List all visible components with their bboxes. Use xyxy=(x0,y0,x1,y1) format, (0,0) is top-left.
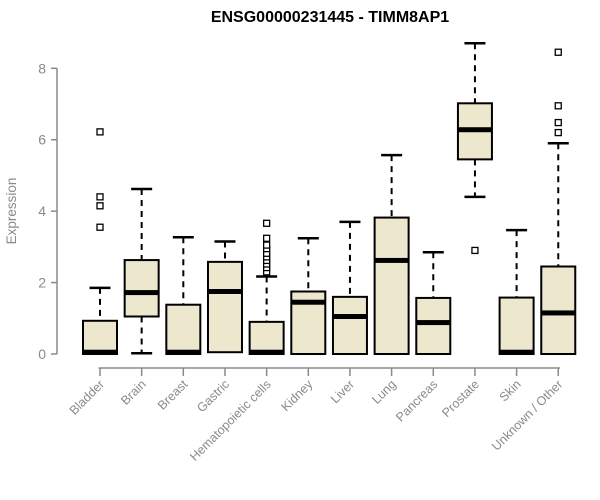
boxplot-gastric xyxy=(206,240,243,354)
median-line xyxy=(207,289,242,295)
y-tick-label: 4 xyxy=(38,203,46,219)
iqr-box xyxy=(498,296,535,355)
x-tick-label-unknown-other: Unknown / Other xyxy=(489,377,565,453)
boxplot-prostate xyxy=(456,42,493,255)
outlier-point xyxy=(96,223,104,231)
iqr-box xyxy=(82,319,118,356)
outlier-point xyxy=(96,202,104,210)
boxplot-skin xyxy=(498,228,535,355)
boxplot-kidney xyxy=(290,237,327,355)
y-tick-label: 8 xyxy=(38,60,46,76)
iqr-box xyxy=(331,295,368,355)
median-line xyxy=(291,299,326,305)
x-tick-label-brain: Brain xyxy=(118,377,149,408)
median-line xyxy=(374,257,409,263)
boxplot-bladder xyxy=(82,128,118,356)
chart-title: ENSG00000231445 - TIMM8AP1 xyxy=(211,9,449,26)
median-line xyxy=(249,349,284,355)
boxplot-hematopoietic-cells xyxy=(248,219,285,356)
x-tick-label-hematopoietic-cells: Hematopoietic cells xyxy=(187,377,274,464)
iqr-box xyxy=(165,303,202,355)
iqr-box xyxy=(248,320,285,356)
boxplot-unknown-other xyxy=(540,48,577,355)
x-tick-label-liver: Liver xyxy=(328,377,357,406)
outlier-point xyxy=(554,128,562,137)
boxplot-breast xyxy=(165,235,202,355)
iqr-box xyxy=(123,259,160,318)
y-tick-label: 2 xyxy=(38,275,46,291)
y-tick-label: 6 xyxy=(38,132,46,148)
x-tick-label-prostate: Prostate xyxy=(439,377,482,420)
median-line xyxy=(124,290,159,296)
x-tick-label-kidney: Kidney xyxy=(278,377,315,414)
y-axis-label: Expression xyxy=(4,178,19,245)
outlier-point xyxy=(96,193,104,201)
boxplot-lung xyxy=(373,153,410,355)
x-tick-label-lung: Lung xyxy=(369,377,399,407)
outlier-point xyxy=(554,118,562,127)
y-tick-label: 0 xyxy=(38,346,46,362)
y-axis: 0 2 4 6 8 xyxy=(38,60,58,362)
x-tick-label-skin: Skin xyxy=(497,377,524,404)
median-line xyxy=(541,310,576,316)
outlier-point xyxy=(262,219,271,227)
boxplot-liver xyxy=(331,220,368,355)
x-tick-label-pancreas: Pancreas xyxy=(393,377,440,424)
outlier-point xyxy=(554,102,562,110)
iqr-box xyxy=(415,296,452,355)
plot-area xyxy=(82,42,577,356)
median-line xyxy=(499,349,534,355)
boxplot-pancreas xyxy=(415,250,452,355)
iqr-box xyxy=(540,265,577,355)
outlier-point xyxy=(96,128,104,136)
median-line xyxy=(416,320,451,326)
outlier-point xyxy=(262,241,271,249)
median-line xyxy=(83,349,117,355)
iqr-box xyxy=(206,260,243,354)
median-line xyxy=(457,127,492,133)
outlier-point xyxy=(262,234,271,242)
boxplot-brain xyxy=(123,187,160,355)
x-tick-label-bladder: Bladder xyxy=(67,377,107,417)
outlier-point xyxy=(554,48,562,56)
median-line xyxy=(332,314,367,320)
iqr-box xyxy=(373,216,410,355)
outlier-point xyxy=(471,246,479,255)
median-line xyxy=(166,349,201,355)
x-tick-label-gastric: Gastric xyxy=(194,377,232,415)
x-tick-label-breast: Breast xyxy=(155,377,191,413)
